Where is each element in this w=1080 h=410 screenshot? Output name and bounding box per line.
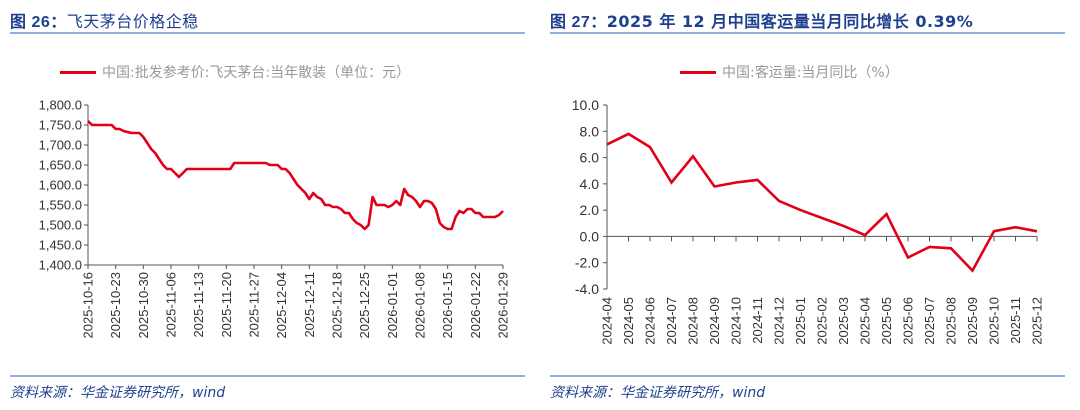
y-tick-label: 8.0 bbox=[580, 123, 600, 139]
y-tick-label: 1,550.0 bbox=[39, 198, 82, 213]
x-tick-label: 2025-12-25 bbox=[357, 272, 372, 339]
footer-divider bbox=[550, 375, 1065, 377]
x-tick-label: 2024-07 bbox=[664, 297, 679, 345]
x-tick-label: 2025-04 bbox=[858, 297, 873, 345]
x-tick-label: 2025-08 bbox=[944, 297, 959, 345]
source-note: 资料来源：华金证券研究所，wind bbox=[10, 385, 226, 401]
x-tick-label: 2025-02 bbox=[815, 297, 830, 345]
x-tick-label: 2024-04 bbox=[600, 297, 615, 345]
footer-divider bbox=[10, 375, 525, 377]
panel-maotai-price: 图 26：飞天茅台价格企稳 中国:批发参考价:飞天茅台:当年散装（单位：元） 1… bbox=[10, 8, 525, 401]
x-tick-label: 2026-01-08 bbox=[413, 272, 428, 339]
x-tick-label: 2025-01 bbox=[793, 297, 808, 345]
title-text: 2025 年 12 月中国客运量当月同比增长 0.39% bbox=[606, 12, 974, 31]
x-tick-label: 2025-10-16 bbox=[81, 272, 96, 339]
x-tick-label: 2025-11 bbox=[1008, 297, 1023, 344]
title-text: 飞天茅台价格企稳 bbox=[66, 12, 199, 31]
x-tick-label: 2025-10 bbox=[987, 297, 1002, 345]
x-tick-label: 2025-11-20 bbox=[219, 272, 234, 338]
x-tick-label: 2025-03 bbox=[836, 297, 851, 345]
line-chart: 1,400.0 1,450.0 1,500.0 1,550.0 1,600.0 1,650… bbox=[39, 98, 511, 339]
y-tick-label: -2.0 bbox=[575, 255, 599, 271]
legend: 中国:客运量:当月同比（%） bbox=[680, 62, 899, 82]
x-tick-label: 2026-01-15 bbox=[440, 272, 455, 339]
legend: 中国:批发参考价:飞天茅台:当年散装（单位：元） bbox=[60, 62, 410, 82]
series-line bbox=[87, 120, 504, 231]
x-tick-label: 2026-01-22 bbox=[468, 272, 483, 339]
y-tick-label: 1,500.0 bbox=[39, 218, 82, 233]
title-divider bbox=[10, 32, 525, 34]
line-chart: -4.0 -2.0 0.0 2.0 4.0 6.0 8.0 10.0 2024-04 2024-0… bbox=[572, 97, 1045, 345]
x-tick-label: 2025-11-27 bbox=[247, 272, 262, 338]
chart-title: 图 27：2025 年 12 月中国客运量当月同比增长 0.39% bbox=[550, 8, 973, 32]
x-tick-label: 2025-10-23 bbox=[108, 272, 123, 339]
y-tick-label: 1,450.0 bbox=[39, 238, 82, 253]
y-tick-label: 1,800.0 bbox=[39, 98, 82, 113]
title-divider bbox=[550, 32, 1065, 34]
x-tick-label: 2025-12-18 bbox=[330, 272, 345, 339]
x-tick-label: 2025-07 bbox=[922, 297, 937, 345]
source-note: 资料来源：华金证券研究所，wind bbox=[550, 385, 766, 401]
y-tick-label: 1,700.0 bbox=[39, 138, 82, 153]
x-tick-label: 2025-09 bbox=[965, 297, 980, 345]
x-tick-label: 2024-10 bbox=[729, 297, 744, 345]
y-tick-label: 4.0 bbox=[580, 176, 600, 192]
x-tick-label: 2024-11 bbox=[750, 297, 765, 344]
y-tick-label: 1,400.0 bbox=[39, 258, 82, 273]
y-tick-label: 2.0 bbox=[580, 202, 600, 218]
figure-number: 图 26： bbox=[10, 14, 67, 31]
y-tick-label: 1,600.0 bbox=[39, 178, 82, 193]
y-tick-label: 0.0 bbox=[580, 228, 600, 244]
x-tick-label: 2024-09 bbox=[707, 297, 722, 345]
x-tick-label: 2025-10-30 bbox=[136, 272, 151, 339]
x-tick-label: 2025-06 bbox=[901, 297, 916, 345]
x-tick-label: 2025-11-13 bbox=[191, 272, 206, 338]
panel-passenger-volume: 图 27：2025 年 12 月中国客运量当月同比增长 0.39% 中国:客运量… bbox=[540, 0, 1080, 410]
x-tick-label: 2025-12-04 bbox=[274, 272, 289, 339]
legend-swatch bbox=[60, 70, 96, 74]
series-line bbox=[606, 132, 1038, 273]
x-tick-label: 2025-12 bbox=[1030, 297, 1045, 345]
legend-label: 中国:批发参考价:飞天茅台:当年散装（单位：元） bbox=[102, 65, 411, 81]
y-tick-label: 1,650.0 bbox=[39, 158, 82, 173]
x-tick-label: 2026-01-29 bbox=[496, 272, 511, 339]
x-tick-label: 2025-11-06 bbox=[164, 272, 179, 338]
legend-swatch bbox=[680, 70, 716, 74]
x-tick-label: 2024-12 bbox=[772, 297, 787, 345]
chart-title: 图 26：飞天茅台价格企稳 bbox=[10, 8, 199, 32]
x-tick-label: 2024-08 bbox=[686, 297, 701, 345]
x-tick-label: 2025-05 bbox=[879, 297, 894, 345]
x-tick-label: 2024-05 bbox=[621, 297, 636, 345]
y-tick-label: -4.0 bbox=[575, 281, 599, 297]
x-tick-label: 2026-01-01 bbox=[385, 272, 400, 339]
y-tick-label: 10.0 bbox=[572, 97, 599, 113]
x-tick-label: 2024-06 bbox=[643, 297, 658, 345]
y-tick-label: 1,750.0 bbox=[39, 118, 82, 133]
x-tick-label: 2025-12-11 bbox=[302, 272, 317, 338]
legend-label: 中国:客运量:当月同比（%） bbox=[722, 65, 899, 81]
figure-number: 图 27： bbox=[550, 14, 607, 31]
y-tick-label: 6.0 bbox=[580, 150, 600, 166]
